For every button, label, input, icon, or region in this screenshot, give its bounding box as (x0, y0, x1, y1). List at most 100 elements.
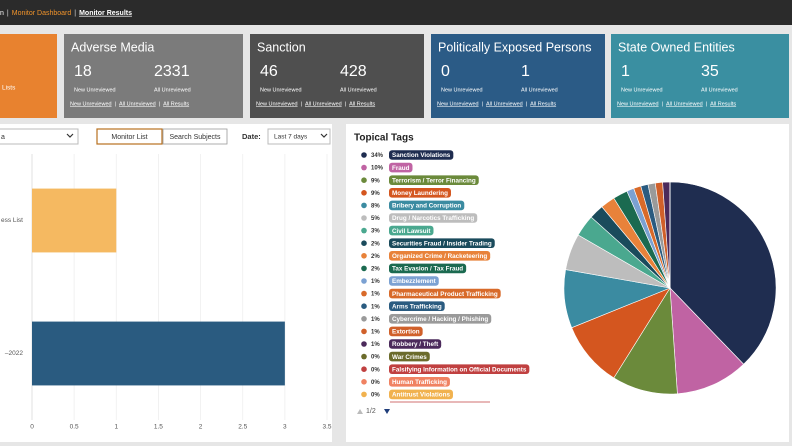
legend-tag[interactable] (389, 339, 442, 349)
legend-tag[interactable] (389, 162, 413, 173)
card-link[interactable]: All Unreviewed (486, 101, 523, 107)
new-label: New Unreviewed (621, 87, 663, 93)
legend-tag[interactable] (389, 288, 501, 299)
legend-tag[interactable] (389, 314, 492, 324)
legend-tag[interactable] (389, 389, 453, 400)
legend-label[interactable]: Extortion (392, 329, 420, 336)
tab-label[interactable]: Search Subjects (170, 134, 221, 141)
card-link[interactable]: All Results (530, 101, 556, 107)
legend-tag[interactable] (389, 238, 495, 248)
legend-dot (361, 328, 367, 335)
card-link[interactable]: New Unreviewed (70, 101, 112, 107)
legend-tag[interactable] (389, 377, 450, 387)
legend-dot (361, 215, 367, 221)
legend-label[interactable]: Money Laundering (392, 190, 448, 197)
legend-percent: 1% (371, 342, 380, 348)
legend-tag[interactable] (389, 150, 454, 160)
legend-label[interactable]: Falsifying Information on Official Docum… (392, 366, 527, 373)
legend-tag[interactable] (389, 200, 465, 211)
legend-percent: 10% (371, 166, 384, 172)
legend-tag[interactable] (389, 213, 478, 223)
legend-percent: 2% (371, 241, 380, 247)
card-link[interactable]: All Results (349, 101, 375, 107)
select-chevron (66, 133, 74, 138)
nav-link[interactable]: Monitor Results (79, 10, 132, 17)
legend-percent: 1% (371, 279, 380, 285)
nav-link[interactable]: Monitor Dashboard (12, 10, 72, 17)
legend-tag[interactable] (389, 364, 530, 374)
legend-tag[interactable] (389, 326, 423, 337)
legend-label[interactable]: Fraud (392, 165, 410, 172)
card-link[interactable]: All Results (710, 101, 736, 107)
legend-label[interactable]: Pharmaceutical Product Trafficking (392, 291, 498, 298)
legend-label[interactable]: Organized Crime / Racketeering (392, 253, 487, 260)
date-select[interactable] (267, 128, 331, 145)
legend-label[interactable]: Terrorism / Terror Financing (392, 177, 476, 184)
legend-tag[interactable] (389, 251, 491, 261)
card-link[interactable]: New Unreviewed (256, 101, 298, 107)
card-link[interactable]: New Unreviewed (437, 101, 479, 107)
x-tick-label: 0 (30, 424, 34, 431)
legend-percent: 1% (371, 292, 380, 298)
new-count: 18 (74, 63, 92, 80)
legend-tag[interactable] (389, 276, 439, 286)
legend-percent: 1% (371, 304, 380, 310)
x-tick-label: 2 (199, 424, 203, 431)
legend-label[interactable]: Civil Lawsuit (392, 228, 431, 235)
bar (32, 188, 117, 253)
all-count: 1 (521, 63, 530, 80)
card-link[interactable]: All Unreviewed (666, 101, 703, 107)
y-tick-label: –2022 (5, 350, 23, 357)
legend-label[interactable]: Embezzlement (392, 278, 437, 285)
legend-tag[interactable] (389, 263, 467, 274)
tab-button[interactable] (162, 128, 228, 145)
legend-tag[interactable] (389, 175, 479, 185)
legend-tag[interactable] (389, 225, 434, 236)
legend-dot (361, 227, 367, 234)
card-link[interactable]: All Unreviewed (119, 101, 156, 107)
legend-label[interactable]: Human Trafficking (392, 379, 447, 386)
legend-dot (361, 290, 367, 297)
legend-label[interactable]: Drug / Narcotics Trafficking (392, 215, 474, 222)
legend-label[interactable]: Bribery and Corruption (392, 203, 461, 210)
nav-link[interactable]: n (0, 10, 4, 17)
link-separator: | (345, 101, 346, 107)
all-label: All Unreviewed (701, 87, 738, 93)
date-label: Date: (242, 132, 261, 141)
legend-label[interactable]: Sanction Violations (392, 152, 451, 159)
new-count: 0 (441, 63, 450, 80)
subject-select[interactable] (0, 128, 79, 145)
card-link[interactable]: All Unreviewed (305, 101, 342, 107)
legend-label[interactable]: Securities Fraud / Insider Trading (392, 240, 492, 247)
legend-percent: 0% (371, 367, 380, 373)
card-link[interactable]: All Results (163, 101, 189, 107)
link-separator: | (115, 101, 116, 107)
card[interactable] (250, 34, 424, 118)
new-label: New Unreviewed (74, 87, 116, 93)
tab-button[interactable] (96, 128, 163, 145)
legend-label[interactable]: Arms Trafficking (392, 303, 442, 310)
card[interactable] (64, 34, 243, 118)
card-link[interactable]: New Unreviewed (617, 101, 659, 107)
legend-dot (361, 353, 367, 360)
legend-dot (361, 240, 367, 246)
legend-label[interactable]: Tax Evasion / Tax Fraud (392, 266, 463, 273)
legend-dot (361, 366, 367, 373)
legend-tag[interactable] (389, 351, 430, 362)
legend-percent: 0% (371, 380, 380, 386)
card[interactable] (431, 34, 605, 118)
x-tick-label: 0.5 (70, 424, 79, 431)
all-count: 2331 (154, 63, 190, 80)
all-count: 35 (701, 63, 719, 80)
page-down[interactable] (384, 409, 390, 414)
legend-dot (361, 253, 367, 259)
legend-label[interactable]: Antitrust Violations (392, 392, 450, 399)
legend-label[interactable]: Cybercrime / Hacking / Phishing (392, 316, 488, 323)
legend-label[interactable]: War Crimes (392, 354, 427, 361)
tab-label[interactable]: Monitor List (111, 134, 147, 141)
page-up[interactable] (357, 409, 363, 414)
legend-tag[interactable] (389, 301, 445, 311)
legend-label[interactable]: Robbery / Theft (392, 341, 439, 348)
legend-tag[interactable] (389, 188, 451, 198)
card[interactable] (611, 34, 789, 118)
